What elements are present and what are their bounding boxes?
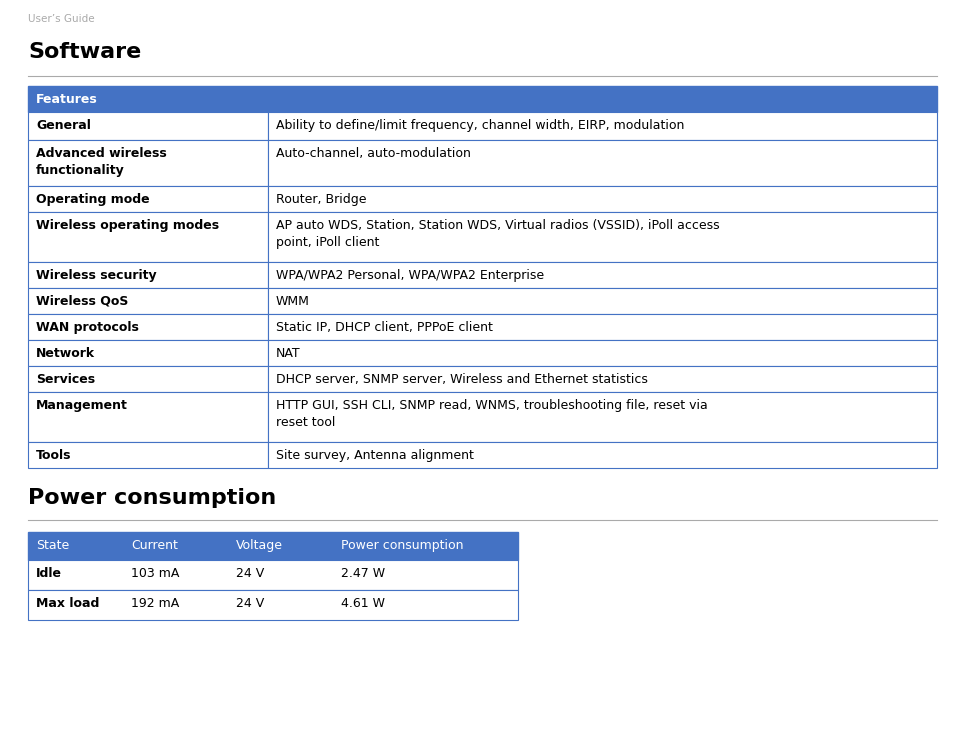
Text: Operating mode: Operating mode	[36, 193, 150, 206]
Text: NAT: NAT	[276, 347, 301, 360]
Bar	[28, 212, 268, 262]
Text: WAN protocols: WAN protocols	[36, 321, 139, 334]
Text: 24 V: 24 V	[236, 567, 264, 580]
Text: Network: Network	[36, 347, 96, 360]
Text: Management: Management	[36, 399, 128, 412]
Text: Max load: Max load	[36, 597, 99, 610]
Text: WPA/WPA2 Personal, WPA/WPA2 Enterprise: WPA/WPA2 Personal, WPA/WPA2 Enterprise	[276, 269, 544, 282]
Text: DHCP server, SNMP server, Wireless and Ethernet statistics: DHCP server, SNMP server, Wireless and E…	[276, 373, 648, 386]
Text: State: State	[36, 539, 69, 552]
Text: Features: Features	[36, 93, 97, 106]
Bar	[28, 560, 518, 590]
Bar	[28, 532, 518, 560]
Bar	[268, 314, 937, 340]
Text: Tools: Tools	[36, 449, 71, 462]
Bar	[28, 590, 518, 620]
Text: Ability to define/limit frequency, channel width, EIRP, modulation: Ability to define/limit frequency, chann…	[276, 119, 684, 132]
Bar	[28, 442, 268, 468]
Bar	[28, 262, 268, 288]
Bar	[28, 112, 268, 140]
Bar	[268, 442, 937, 468]
Bar	[268, 140, 937, 186]
Bar	[268, 288, 937, 314]
Text: User’s Guide: User’s Guide	[28, 14, 95, 24]
Text: General: General	[36, 119, 91, 132]
Bar	[28, 140, 268, 186]
Text: 2.47 W: 2.47 W	[341, 567, 385, 580]
Bar	[268, 212, 937, 262]
Text: Wireless operating modes: Wireless operating modes	[36, 219, 219, 232]
Bar	[28, 340, 268, 366]
Text: Power consumption: Power consumption	[28, 488, 276, 508]
Bar	[268, 112, 937, 140]
Text: Advanced wireless
functionality: Advanced wireless functionality	[36, 147, 167, 177]
Bar	[28, 314, 268, 340]
Text: Site survey, Antenna alignment: Site survey, Antenna alignment	[276, 449, 474, 462]
Text: 24 V: 24 V	[236, 597, 264, 610]
Text: Power consumption: Power consumption	[341, 539, 463, 552]
Bar	[268, 340, 937, 366]
Text: 4.61 W: 4.61 W	[341, 597, 385, 610]
Text: 103 mA: 103 mA	[131, 567, 179, 580]
Text: Idle: Idle	[36, 567, 62, 580]
Text: Auto-channel, auto-modulation: Auto-channel, auto-modulation	[276, 147, 471, 160]
Bar	[268, 366, 937, 392]
Text: HTTP GUI, SSH CLI, SNMP read, WNMS, troubleshooting file, reset via
reset tool: HTTP GUI, SSH CLI, SNMP read, WNMS, trou…	[276, 399, 707, 429]
Text: 192 mA: 192 mA	[131, 597, 179, 610]
Bar	[28, 86, 937, 112]
Text: Wireless security: Wireless security	[36, 269, 156, 282]
Bar	[28, 186, 268, 212]
Text: WMM: WMM	[276, 295, 310, 308]
Text: Current: Current	[131, 539, 178, 552]
Bar	[28, 288, 268, 314]
Bar	[268, 262, 937, 288]
Bar	[28, 366, 268, 392]
Bar	[268, 392, 937, 442]
Text: Voltage: Voltage	[236, 539, 283, 552]
Text: AP auto WDS, Station, Station WDS, Virtual radios (VSSID), iPoll access
point, i: AP auto WDS, Station, Station WDS, Virtu…	[276, 219, 720, 249]
Text: Wireless QoS: Wireless QoS	[36, 295, 128, 308]
Text: Router, Bridge: Router, Bridge	[276, 193, 367, 206]
Text: Static IP, DHCP client, PPPoE client: Static IP, DHCP client, PPPoE client	[276, 321, 493, 334]
Bar	[28, 392, 268, 442]
Text: Software: Software	[28, 42, 141, 62]
Text: Services: Services	[36, 373, 96, 386]
Bar	[268, 186, 937, 212]
